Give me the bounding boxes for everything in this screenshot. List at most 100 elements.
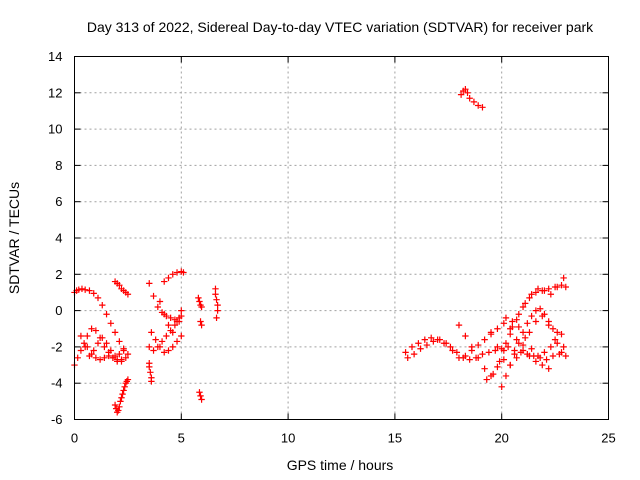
data-point (487, 329, 495, 336)
data-point (178, 307, 185, 314)
data-point (526, 294, 533, 302)
data-point (464, 89, 471, 96)
data-point (173, 269, 181, 276)
data-point (147, 369, 154, 376)
data-point (558, 330, 565, 338)
data-point (447, 343, 454, 351)
data-point (475, 354, 482, 361)
data-point (169, 329, 176, 336)
data-point (402, 349, 409, 356)
y-tick-label: 10 (48, 122, 62, 137)
data-point (455, 321, 463, 329)
data-point (421, 336, 429, 343)
data-point (150, 292, 157, 300)
data-point (479, 104, 486, 111)
data-point (498, 383, 505, 391)
data-point (534, 285, 542, 293)
data-point (436, 336, 443, 343)
data-point (545, 285, 552, 293)
data-point (560, 343, 567, 351)
data-point (549, 325, 557, 332)
data-point (481, 365, 488, 372)
data-point (120, 347, 127, 354)
data-point (453, 349, 461, 356)
data-point (146, 280, 153, 287)
data-point (449, 347, 456, 354)
data-point (116, 403, 123, 410)
data-point (99, 301, 106, 309)
data-point (92, 327, 100, 334)
data-point (146, 343, 153, 351)
data-point (534, 352, 542, 360)
y-tick-label: -6 (51, 412, 63, 427)
data-point (116, 281, 123, 289)
y-tick-label: 14 (48, 49, 62, 64)
data-point (504, 343, 512, 351)
data-point (539, 361, 546, 369)
y-tick-label: 0 (55, 303, 62, 318)
data-point (468, 343, 475, 351)
data-point (107, 320, 115, 327)
data-point (417, 345, 424, 352)
data-point (116, 338, 123, 345)
data-point (109, 354, 117, 361)
data-point (532, 318, 540, 325)
data-point (173, 338, 181, 345)
data-point (80, 340, 88, 347)
data-point (562, 283, 569, 291)
data-point (198, 303, 205, 311)
data-point (515, 311, 522, 318)
data-point (161, 349, 168, 356)
data-point (526, 352, 533, 360)
data-point (513, 336, 520, 343)
data-point (101, 343, 108, 351)
data-point (511, 350, 518, 358)
data-point (161, 311, 168, 318)
data-point (148, 378, 155, 385)
data-point (466, 356, 473, 363)
data-point (88, 350, 95, 358)
data-point (475, 102, 482, 109)
data-point (507, 361, 514, 369)
data-point (532, 358, 540, 365)
data-point (178, 312, 185, 320)
y-tick-label: 12 (48, 85, 62, 100)
data-point (169, 271, 176, 278)
data-point (90, 290, 97, 297)
data-point (532, 289, 540, 296)
data-point (103, 311, 110, 318)
data-point (500, 356, 508, 363)
data-point (121, 383, 128, 391)
data-point (509, 323, 516, 331)
data-point (455, 354, 463, 361)
data-point (483, 376, 490, 383)
data-point (213, 314, 220, 322)
data-point (428, 334, 435, 342)
data-point (519, 303, 527, 311)
data-point (196, 298, 203, 305)
data-point (105, 352, 112, 360)
data-point (554, 329, 561, 336)
x-tick-label: 5 (178, 431, 185, 446)
data-point (92, 354, 100, 361)
data-point (101, 354, 108, 361)
data-point (165, 347, 172, 354)
data-point (507, 330, 514, 338)
data-point (111, 401, 119, 409)
data-point (88, 325, 95, 332)
data-point (124, 291, 132, 298)
data-point (528, 312, 535, 320)
data-point (173, 318, 181, 325)
data-point (521, 300, 529, 307)
data-point (415, 340, 422, 347)
data-points (71, 85, 569, 416)
data-point (489, 370, 497, 378)
data-point (502, 372, 510, 380)
data-point (479, 350, 486, 358)
data-point (500, 347, 508, 354)
data-point (94, 294, 102, 302)
data-point (481, 336, 488, 343)
data-point (509, 318, 516, 325)
data-point (167, 314, 174, 322)
data-point (77, 332, 85, 340)
